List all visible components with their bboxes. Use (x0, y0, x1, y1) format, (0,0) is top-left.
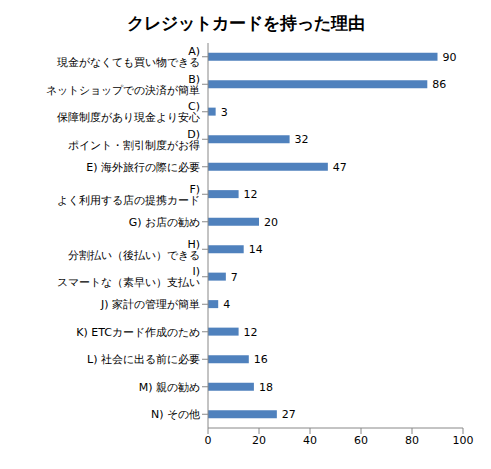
svg-text:80: 80 (405, 434, 419, 447)
svg-text:47: 47 (333, 161, 347, 174)
svg-text:3: 3 (221, 106, 228, 119)
svg-text:4: 4 (223, 298, 230, 311)
svg-text:18: 18 (259, 381, 273, 394)
svg-text:20: 20 (252, 434, 266, 447)
svg-text:G) お店の勧め: G) お店の勧め (129, 216, 200, 229)
svg-text:40: 40 (303, 434, 317, 447)
svg-text:90: 90 (443, 51, 457, 64)
svg-text:L) 社会に出る前に必要: L) 社会に出る前に必要 (87, 353, 200, 366)
svg-text:I)スマートな（素早い）支払い: I)スマートな（素早い）支払い (57, 265, 200, 289)
svg-text:32: 32 (295, 133, 309, 146)
svg-text:D)ポイント・割引制度がお得: D)ポイント・割引制度がお得 (68, 128, 200, 152)
svg-text:J) 家計の管理が簡単: J) 家計の管理が簡単 (100, 298, 200, 311)
svg-text:60: 60 (354, 434, 368, 447)
html-text:クレジットカードを持った理由: クレジットカードを持った理由 (126, 13, 365, 33)
svg-text:E) 海外旅行の際に必要: E) 海外旅行の際に必要 (86, 161, 200, 174)
svg-text:B)ネットショップでの決済が簡単: B)ネットショップでの決済が簡単 (46, 73, 200, 97)
svg-text:K) ETCカード作成のため: K) ETCカード作成のため (76, 326, 200, 339)
svg-text:F)よく利用する店の提携カード: F)よく利用する店の提携カード (57, 183, 200, 207)
svg-text:A)現金がなくても買い物できる: A)現金がなくても買い物できる (57, 45, 200, 69)
svg-text:12: 12 (244, 326, 258, 339)
svg-text:N) その他: N) その他 (151, 408, 200, 421)
svg-text:14: 14 (249, 243, 263, 256)
svg-text:20: 20 (264, 216, 278, 229)
svg-text:0: 0 (205, 434, 212, 447)
svg-text:7: 7 (231, 271, 238, 284)
svg-text:86: 86 (432, 78, 446, 91)
svg-text:C)保障制度があり現金より安心: C)保障制度があり現金より安心 (57, 100, 200, 124)
svg-text:H)分割払い（後払い）できる: H)分割払い（後払い）できる (68, 238, 200, 262)
svg-text:12: 12 (244, 188, 258, 201)
svg-text:100: 100 (453, 434, 474, 447)
svg-text:M) 親の勧め: M) 親の勧め (139, 381, 200, 394)
svg-text:27: 27 (282, 408, 296, 421)
svg-text:16: 16 (254, 353, 268, 366)
